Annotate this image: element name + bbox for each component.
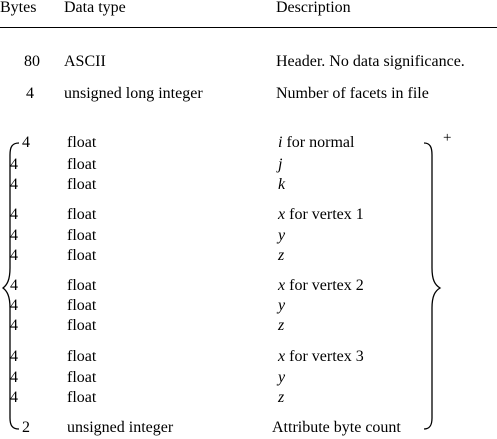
left-curly-brace <box>1 142 20 430</box>
description-variable: j <box>278 156 283 173</box>
row-description: x for vertex 1 <box>278 205 364 225</box>
description-text: for vertex 2 <box>285 277 364 294</box>
row-type: float <box>67 389 97 406</box>
row-bytes: 4 <box>10 206 18 223</box>
row-bytes: 4 <box>10 348 18 365</box>
row-type: float <box>67 369 97 386</box>
right-curly-brace <box>423 142 442 430</box>
description-variable: z <box>278 389 285 406</box>
row-bytes: 4 <box>10 247 18 264</box>
row-bytes: 4 <box>10 369 18 386</box>
row-description: x for vertex 2 <box>278 276 364 296</box>
row-bytes: 2 <box>22 419 30 436</box>
header-description: Description <box>276 0 351 16</box>
row-type: float <box>67 206 97 223</box>
row-description: k <box>278 175 285 195</box>
header-data-type: Data type <box>64 0 126 16</box>
description-variable: k <box>278 176 286 193</box>
description-text: Attribute byte count <box>272 419 401 436</box>
description-variable: z <box>278 247 285 264</box>
row-description: Number of facets in file <box>276 85 429 102</box>
row-type: float <box>67 176 97 193</box>
description-variable: z <box>278 317 285 334</box>
row-type: float <box>67 156 97 173</box>
description-text: for vertex 1 <box>285 206 364 223</box>
row-type: unsigned integer <box>67 419 174 436</box>
description-text: for vertex 3 <box>285 348 364 365</box>
description-variable: y <box>278 369 286 386</box>
row-bytes: 4 <box>22 134 30 151</box>
row-bytes: 4 <box>10 389 18 406</box>
row-bytes: 4 <box>26 85 34 102</box>
row-description: y <box>278 368 285 388</box>
row-description: x for vertex 3 <box>278 347 364 367</box>
row-description: i for normal <box>278 133 354 153</box>
row-description: z <box>278 388 284 408</box>
row-bytes: 4 <box>10 176 18 193</box>
row-type: float <box>67 317 97 334</box>
row-type: ASCII <box>64 53 106 70</box>
row-bytes: 4 <box>10 156 18 173</box>
row-type: float <box>67 227 97 244</box>
row-description: y <box>278 226 285 246</box>
row-bytes: 4 <box>10 297 18 314</box>
description-variable: x <box>278 348 286 365</box>
row-type: unsigned long integer <box>64 85 203 102</box>
row-description: y <box>278 296 285 316</box>
repeat-marker: + <box>443 130 452 146</box>
row-bytes: 4 <box>10 277 18 294</box>
description-variable: x <box>278 277 286 294</box>
row-type: float <box>67 277 97 294</box>
header-rule <box>0 27 497 28</box>
row-description: Header. No data significance. <box>276 53 465 70</box>
description-variable: i <box>278 134 283 151</box>
row-type: float <box>67 134 97 151</box>
row-bytes: 4 <box>10 317 18 334</box>
row-bytes: 80 <box>24 53 40 70</box>
row-description: Attribute byte count <box>272 418 401 438</box>
header-bytes: Bytes <box>0 0 37 16</box>
row-description: z <box>278 246 284 266</box>
description-variable: y <box>278 297 286 314</box>
row-type: float <box>67 247 97 264</box>
row-type: float <box>67 297 97 314</box>
row-type: float <box>67 348 97 365</box>
row-description: z <box>278 316 284 336</box>
row-description: j <box>278 155 282 175</box>
description-variable: y <box>278 227 286 244</box>
row-bytes: 4 <box>10 227 18 244</box>
description-variable: x <box>278 206 286 223</box>
description-text: for normal <box>282 134 355 151</box>
